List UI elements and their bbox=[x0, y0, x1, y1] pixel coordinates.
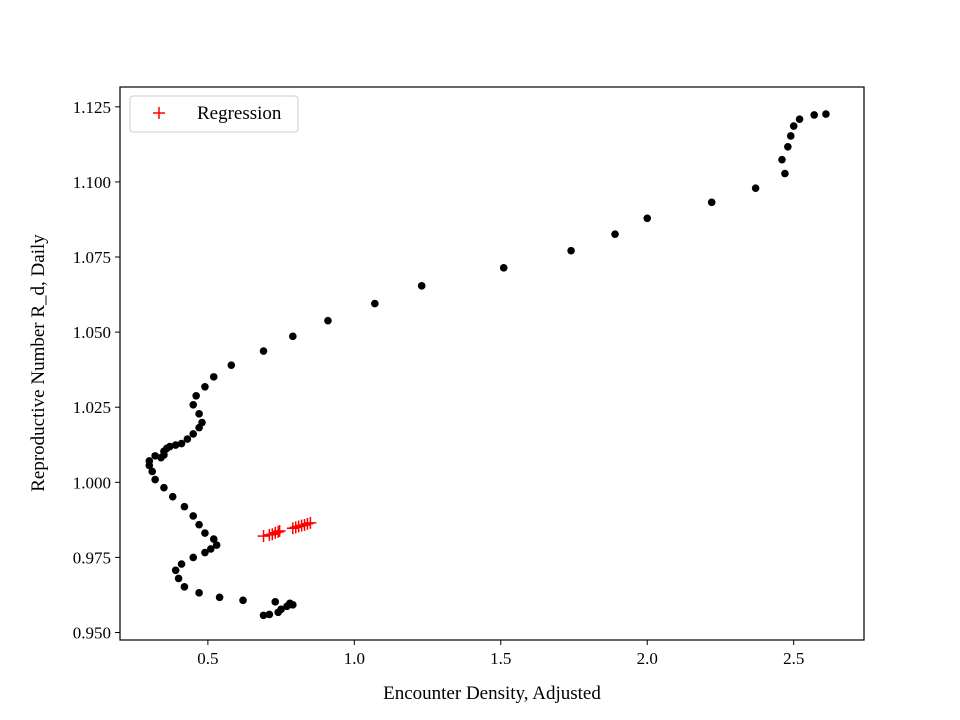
data-point bbox=[259, 347, 268, 355]
regression-point bbox=[273, 524, 286, 537]
data-point bbox=[177, 560, 186, 568]
data-point bbox=[201, 548, 209, 557]
legend-plus-marker bbox=[153, 107, 165, 119]
data-point bbox=[180, 502, 189, 511]
data-point bbox=[201, 529, 209, 537]
data-point bbox=[148, 467, 157, 476]
data-point bbox=[751, 184, 760, 193]
y-tick-label: 1.050 bbox=[73, 323, 111, 342]
y-tick-label: 0.975 bbox=[73, 548, 111, 567]
regression-point bbox=[272, 525, 285, 538]
data-point bbox=[417, 282, 426, 290]
data-point bbox=[259, 611, 268, 620]
data-point bbox=[157, 453, 165, 462]
y-tick-label: 1.075 bbox=[73, 248, 111, 267]
data-point bbox=[189, 401, 198, 409]
regression-point bbox=[301, 517, 314, 530]
data-point bbox=[227, 361, 236, 369]
y-axis-ticks: 0.950 0.975 1.000 1.025 1.050 1.075 1.100 1.125 bbox=[73, 98, 120, 642]
x-axis-ticks: 0.5 1.0 1.5 2.0 2.5 bbox=[197, 640, 804, 668]
data-point bbox=[209, 535, 218, 543]
data-point bbox=[611, 230, 619, 238]
data-point bbox=[781, 169, 789, 178]
plot-area bbox=[120, 87, 864, 640]
data-point bbox=[271, 598, 280, 606]
data-point bbox=[145, 461, 154, 470]
x-axis-label: Encounter Density, Adjusted bbox=[383, 683, 601, 704]
chart-marks bbox=[145, 110, 830, 620]
data-point bbox=[189, 512, 198, 520]
data-point bbox=[171, 441, 180, 449]
data-point bbox=[195, 410, 203, 418]
data-point bbox=[567, 246, 575, 255]
data-point bbox=[289, 601, 297, 609]
regression-point bbox=[298, 518, 311, 531]
data-point bbox=[201, 382, 209, 391]
data-point bbox=[274, 608, 282, 617]
data-point bbox=[371, 299, 379, 308]
data-point bbox=[171, 566, 180, 575]
regression-point bbox=[266, 528, 279, 541]
data-point bbox=[189, 553, 198, 562]
x-tick-label: 1.0 bbox=[344, 649, 365, 668]
x-tick-label: 0.5 bbox=[197, 649, 218, 668]
data-point bbox=[177, 439, 186, 448]
y-tick-label: 1.025 bbox=[73, 398, 111, 417]
data-point bbox=[499, 264, 508, 272]
data-point bbox=[160, 483, 168, 492]
data-point bbox=[786, 132, 795, 140]
data-point bbox=[789, 122, 798, 130]
data-point bbox=[209, 373, 218, 381]
data-point bbox=[212, 541, 221, 549]
data-point bbox=[174, 574, 183, 583]
data-point bbox=[195, 520, 203, 529]
x-tick-label: 1.5 bbox=[490, 649, 511, 668]
legend: Regression bbox=[129, 95, 299, 133]
y-tick-label: 1.125 bbox=[73, 98, 111, 117]
data-point bbox=[239, 596, 247, 605]
y-axis-label: Reproductive Number R_d, Daily bbox=[28, 234, 49, 492]
data-point bbox=[265, 610, 274, 619]
regression-point bbox=[304, 516, 317, 529]
data-point bbox=[180, 583, 189, 591]
data-point bbox=[707, 198, 716, 207]
regression-point bbox=[289, 521, 302, 534]
x-tick-label: 2.5 bbox=[783, 649, 804, 668]
legend-label-regression: Regression bbox=[197, 103, 282, 124]
y-tick-label: 1.100 bbox=[73, 173, 111, 192]
data-point bbox=[183, 435, 192, 443]
data-point bbox=[795, 115, 804, 123]
x-tick-label: 2.0 bbox=[637, 649, 658, 668]
data-point bbox=[810, 111, 819, 119]
data-point bbox=[207, 545, 215, 553]
data-point bbox=[324, 316, 332, 325]
data-point bbox=[192, 391, 200, 400]
data-point bbox=[168, 492, 177, 501]
regression-point bbox=[257, 530, 270, 543]
data-point bbox=[151, 475, 159, 484]
data-point bbox=[189, 430, 198, 438]
plot-frame bbox=[119, 86, 865, 641]
data-point bbox=[151, 452, 159, 460]
regression-point bbox=[292, 520, 305, 533]
data-point bbox=[778, 155, 786, 164]
legend-box bbox=[129, 95, 299, 133]
data-point bbox=[289, 332, 297, 341]
data-point bbox=[195, 589, 203, 597]
data-point bbox=[283, 602, 291, 611]
y-tick-label: 1.000 bbox=[73, 473, 111, 492]
data-point bbox=[643, 214, 652, 223]
data-point bbox=[822, 110, 830, 118]
data-point bbox=[215, 593, 224, 602]
y-tick-label: 0.950 bbox=[73, 623, 111, 642]
data-point bbox=[195, 423, 203, 432]
data-point bbox=[784, 142, 792, 151]
regression-point bbox=[286, 522, 299, 535]
